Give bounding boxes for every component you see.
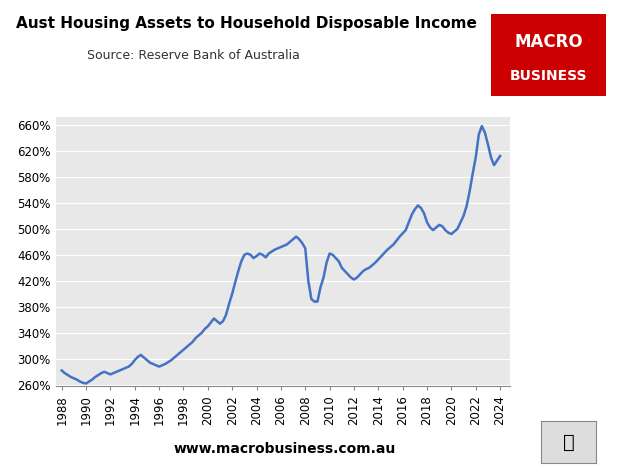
Text: www.macrobusiness.com.au: www.macrobusiness.com.au xyxy=(173,442,396,456)
Text: BUSINESS: BUSINESS xyxy=(510,69,587,83)
Text: MACRO: MACRO xyxy=(514,33,583,51)
Text: Source: Reserve Bank of Australia: Source: Reserve Bank of Australia xyxy=(87,49,299,62)
Text: 🐺: 🐺 xyxy=(562,433,575,452)
Text: Aust Housing Assets to Household Disposable Income: Aust Housing Assets to Household Disposa… xyxy=(16,16,477,31)
